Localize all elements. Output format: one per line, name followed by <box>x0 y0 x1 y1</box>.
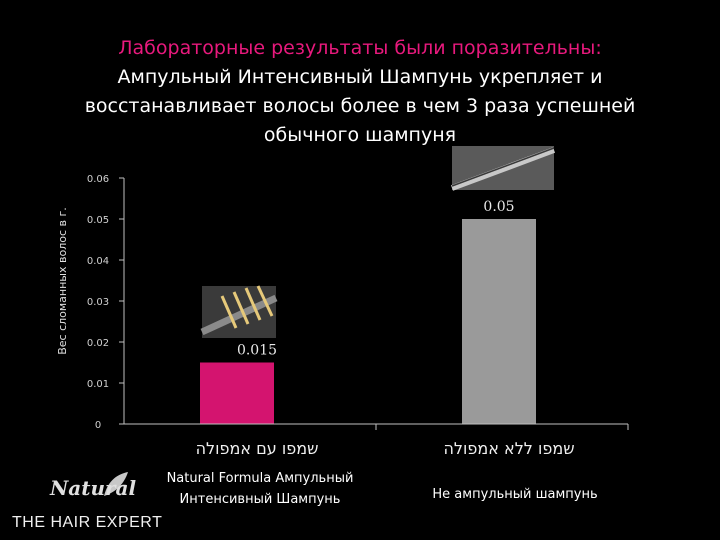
hair-ampoule-image <box>200 285 278 338</box>
title-line-1: Лабораторные результаты были поразительн… <box>118 37 602 59</box>
bar-1 <box>200 362 274 424</box>
data-label-1: 0.015 <box>237 343 277 359</box>
x-category-label-1: שמפו עם אמפולה <box>196 439 319 458</box>
title-line-2: Ампульный Интенсивный Шампунь укрепляет … <box>84 66 636 146</box>
logo-tagline: THE HAIR EXPERT <box>12 514 163 531</box>
y-tick-label: 0.02 <box>87 338 109 349</box>
y-tick-label: 0.03 <box>87 297 109 308</box>
bar-2 <box>462 219 536 424</box>
category-description-2: Не ампульный шампунь <box>432 487 598 502</box>
x-category-label-2: שמפו ללא אמפולה <box>443 439 574 458</box>
brand-logo: Natural THE HAIR EXPERT <box>12 472 162 536</box>
y-axis-label: Вес сломанных волос в г. <box>56 207 69 355</box>
y-tick-label: 0.04 <box>87 256 109 267</box>
leaf-icon <box>104 472 128 496</box>
logo-brand: Natural <box>50 476 137 500</box>
data-label-2: 0.05 <box>483 199 514 215</box>
category-description-1: Natural Formula Ампульный Интенсивный Ша… <box>166 471 354 507</box>
y-tick-label: 0.05 <box>87 215 109 226</box>
y-tick-label: 0 <box>95 420 101 431</box>
page-title: Лабораторные результаты были поразительн… <box>40 34 680 150</box>
y-tick-label: 0.01 <box>87 379 109 390</box>
y-tick-label: 0.06 <box>87 174 109 185</box>
hair-plain-image <box>450 146 556 191</box>
